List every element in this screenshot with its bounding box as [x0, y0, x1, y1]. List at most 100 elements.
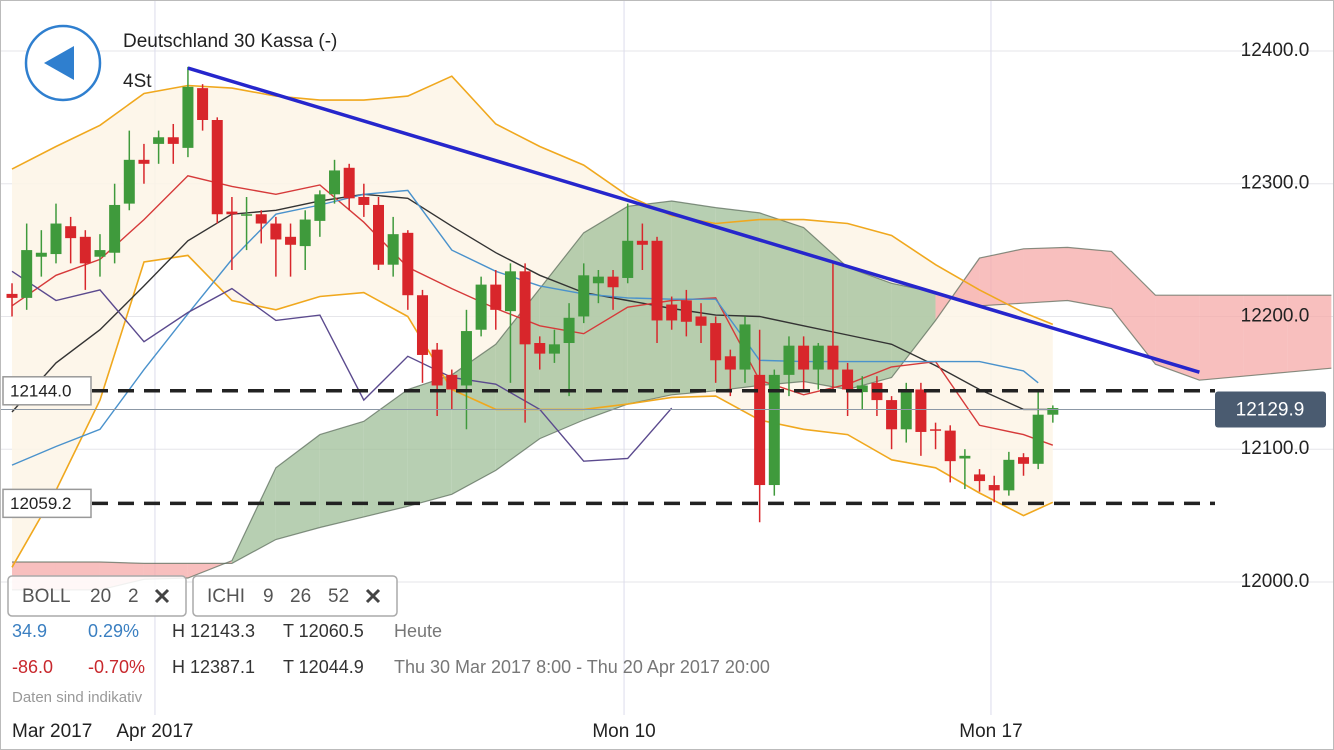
indicator-param: 52 [328, 586, 349, 607]
candle-body [21, 250, 33, 298]
candle-body [153, 137, 165, 144]
candle-body [373, 204, 385, 265]
candle-body [285, 236, 297, 245]
indicator-line [11, 175, 1054, 446]
back-button[interactable] [24, 24, 102, 102]
candle-body [1003, 459, 1015, 491]
candle-body [402, 232, 414, 296]
cloud-segment [319, 421, 364, 528]
indicator-chip[interactable] [192, 575, 398, 617]
trendline [187, 66, 1200, 374]
stat-change: -86.0 [12, 657, 53, 677]
y-tick-label: 12200.0 [1241, 305, 1310, 326]
candle-body [827, 345, 839, 370]
candle-body [666, 304, 678, 321]
y-tick-label: 12100.0 [1241, 438, 1310, 459]
cloud-segment [407, 374, 452, 507]
disclaimer: Daten sind indikativ [12, 689, 143, 706]
close-icon[interactable] [154, 588, 170, 604]
candle-body [944, 430, 956, 462]
cloud-segment [363, 389, 408, 517]
cloud-segment [1111, 251, 1156, 365]
level-label-box [2, 376, 92, 406]
cloud-segment [1067, 247, 1112, 309]
candle-body [329, 170, 341, 195]
candle-body [959, 455, 971, 459]
candle-body [768, 374, 780, 486]
x-tick-label: Mon 10 [592, 721, 655, 742]
candle-body [138, 159, 150, 164]
level-label: 12144.0 [10, 381, 71, 400]
stat-period: Heute [394, 621, 442, 641]
candle-body [343, 167, 355, 199]
candle-body [490, 284, 502, 310]
candle-body [79, 236, 91, 264]
candle-body [226, 211, 238, 215]
cloud-segment [1199, 295, 1244, 381]
x-tick-label: Apr 2017 [116, 721, 193, 742]
stat-low: T 12044.9 [283, 657, 364, 677]
stat-change-pct: 0.29% [88, 621, 139, 641]
candle-body [270, 223, 282, 240]
candle-body [431, 349, 443, 386]
indicator-param: 26 [290, 586, 311, 607]
stat-high: H 12387.1 [172, 657, 255, 677]
candle-body [930, 429, 942, 431]
stat-change: 34.9 [12, 621, 47, 641]
candle-body [35, 252, 47, 257]
cloud-segment [1155, 295, 1200, 381]
cloud-segment [275, 434, 320, 540]
stat-high: H 12143.3 [172, 621, 255, 641]
y-tick-label: 12000.0 [1241, 571, 1310, 592]
indicator-chip[interactable] [7, 575, 187, 617]
candle-body [519, 271, 531, 345]
candle-body [314, 194, 326, 221]
indicator-line [11, 193, 1053, 413]
candle-body [241, 214, 253, 216]
candle-body [783, 345, 795, 375]
candle-body [123, 159, 135, 204]
cloud-segment [583, 206, 628, 420]
last-price-label: 12129.9 [1236, 400, 1305, 421]
candle-body [109, 204, 121, 253]
cloud-segment [1287, 295, 1332, 373]
candle-body [754, 374, 766, 486]
candle-body [299, 219, 311, 247]
indicator-name: BOLL [22, 586, 71, 607]
candle-body [534, 343, 546, 354]
candle-body [416, 295, 428, 355]
candle-body [358, 196, 370, 205]
candle-body [798, 345, 810, 370]
candle-body [739, 324, 751, 370]
candle-body [182, 86, 194, 148]
candle-body [812, 345, 824, 370]
x-label-backdrop [1, 716, 211, 749]
y-tick-label: 12300.0 [1241, 173, 1310, 194]
candle-body [563, 317, 575, 344]
cloud-segment [979, 248, 1024, 306]
cloud-segment [1243, 295, 1288, 377]
close-icon[interactable] [365, 588, 381, 604]
candle-body [651, 240, 663, 321]
cloud-segment [539, 232, 584, 439]
candle-body [460, 331, 472, 386]
candle-body [475, 284, 487, 330]
candle-body [886, 400, 898, 430]
cloud-edge [12, 246, 1332, 564]
candle-body [167, 137, 179, 144]
cloud-segment [847, 267, 892, 390]
candle-body [680, 300, 692, 322]
candle-body [504, 271, 516, 312]
candle-body [988, 485, 1000, 491]
candle-body [255, 214, 267, 224]
back-arrow-icon[interactable] [44, 46, 74, 80]
candle-body [65, 226, 77, 239]
candle-body [622, 240, 634, 278]
stat-low: T 12060.5 [283, 621, 364, 641]
indicator-param: 20 [90, 586, 111, 607]
timeframe: 4St [123, 71, 152, 92]
candle-body [6, 293, 18, 298]
candle-body [710, 323, 722, 361]
